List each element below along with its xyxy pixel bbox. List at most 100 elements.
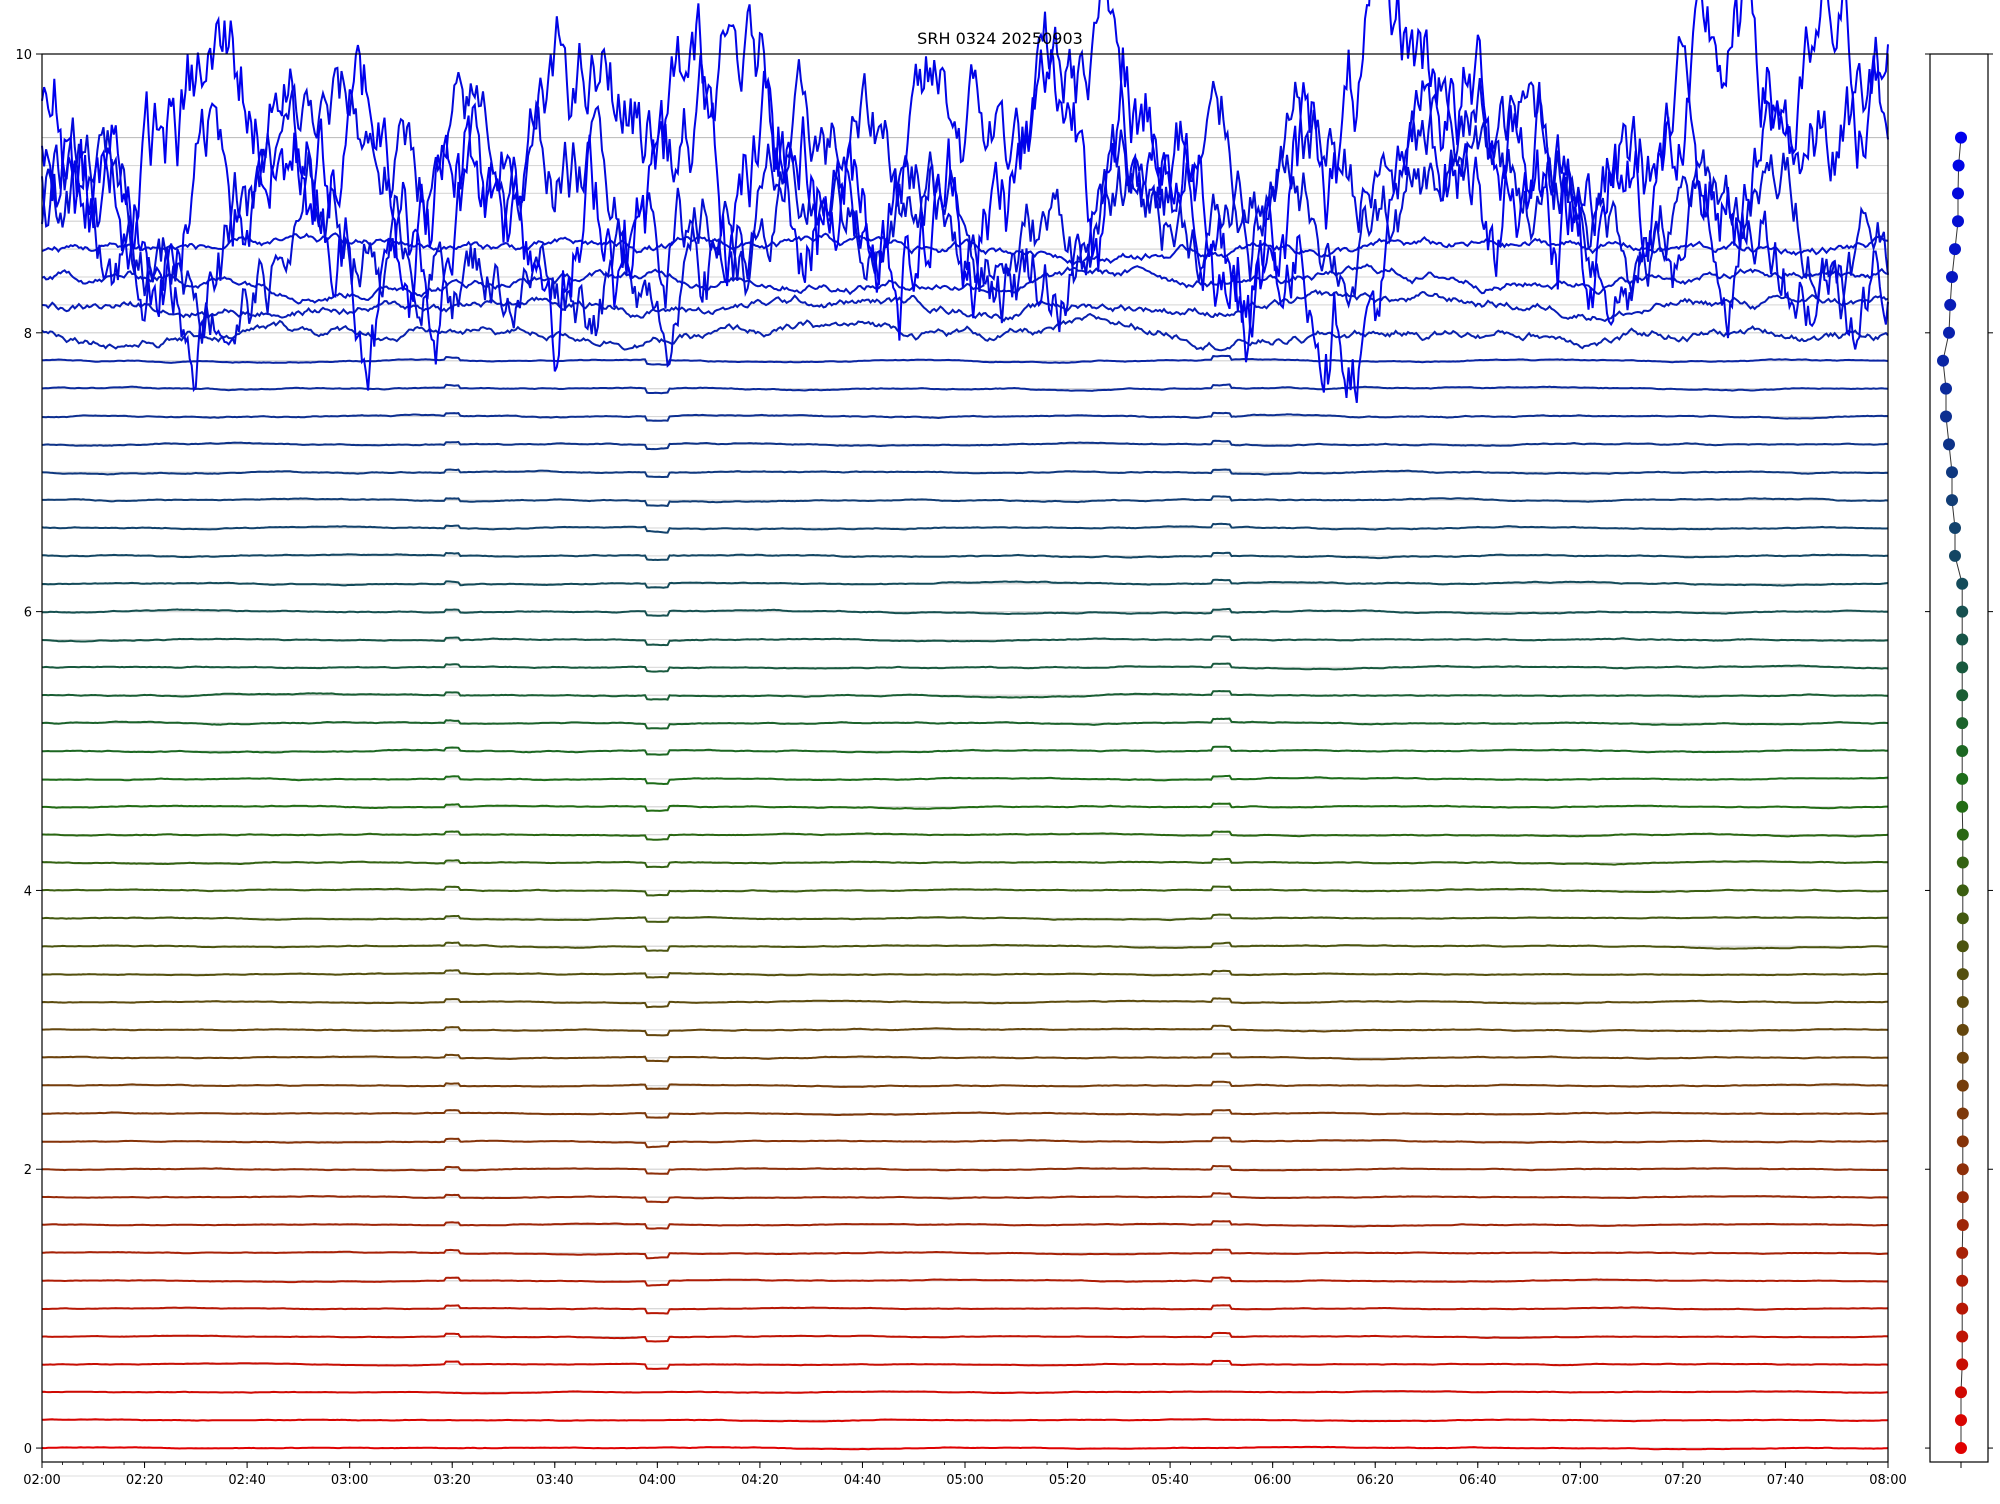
series-line (41, 1080, 1889, 1090)
x-tick-label: 02:40 (228, 1473, 265, 1488)
side-marker (1940, 382, 1952, 395)
side-marker (1956, 940, 1969, 953)
series-line (41, 857, 1889, 869)
series-line (42, 1024, 1889, 1037)
series-line (41, 1359, 1889, 1370)
side-marker (1946, 494, 1958, 507)
series-line (41, 411, 1889, 422)
x-tick-label: 03:00 (331, 1473, 368, 1488)
series-line (41, 0, 1889, 403)
series-line (41, 1390, 1889, 1395)
x-tick-label: 03:40 (536, 1473, 573, 1488)
series-line (42, 1248, 1888, 1260)
side-marker (1956, 1330, 1969, 1343)
side-marker (1956, 1107, 1969, 1120)
x-tick-label: 07:00 (1562, 1473, 1599, 1488)
series-line (41, 969, 1888, 979)
side-marker (1956, 800, 1969, 813)
y-tick-label: 8 (24, 327, 32, 342)
series-line (41, 1418, 1889, 1423)
side-marker (1956, 1246, 1969, 1259)
x-tick-label: 07:40 (1767, 1473, 1804, 1488)
x-tick-label: 04:40 (844, 1473, 881, 1488)
series-line (41, 522, 1889, 534)
series-line (41, 717, 1889, 730)
series-line (41, 1192, 1889, 1204)
side-marker (1956, 633, 1969, 646)
series-line (41, 468, 1889, 478)
series-line (41, 689, 1889, 701)
series-line (41, 1445, 1889, 1451)
series-line (41, 941, 1889, 952)
side-marker (1956, 912, 1969, 925)
x-tick-label: 05:20 (1049, 1473, 1086, 1488)
side-marker (1956, 577, 1969, 590)
side-frame (1929, 53, 1989, 1463)
series-line (41, 289, 1889, 323)
series-line (42, 1304, 1889, 1315)
x-tick-label: 02:00 (23, 1473, 60, 1488)
side-marker (1955, 1386, 1967, 1399)
side-marker (1956, 1358, 1969, 1371)
x-tick-label: 08:00 (1869, 1473, 1906, 1488)
side-plot (1925, 53, 1993, 1468)
series-line (41, 635, 1888, 647)
series-line (41, 802, 1888, 812)
x-tick-label: 05:40 (1151, 1473, 1188, 1488)
series-line (41, 263, 1889, 305)
series-line (41, 312, 1889, 352)
side-marker (1956, 828, 1969, 841)
side-marker (1940, 410, 1952, 423)
x-tick-label: 06:20 (1356, 1473, 1393, 1488)
series-line (42, 774, 1889, 786)
y-tick-label: 10 (15, 48, 32, 63)
side-marker (1956, 1219, 1969, 1232)
series-line (41, 1220, 1889, 1230)
side-marker (1956, 1079, 1969, 1092)
side-marker (1956, 717, 1969, 730)
side-marker (1956, 605, 1969, 618)
main-plot: 02:00 02:20 02:40 03:00 03:20 03:40 04:00 04:20… (15, 0, 1907, 1488)
y-tick-label: 0 (24, 1442, 32, 1457)
side-marker (1946, 466, 1958, 479)
series-line (41, 745, 1889, 756)
series-line (41, 439, 1889, 451)
series-line (41, 0, 1889, 372)
series-line (41, 383, 1889, 395)
side-marker (1956, 661, 1969, 674)
series-line (42, 830, 1889, 841)
side-marker (1956, 772, 1969, 785)
side-marker (1956, 995, 1969, 1008)
side-marker (1944, 298, 1957, 311)
series-line (41, 607, 1889, 617)
side-marker (1952, 215, 1964, 228)
side-marker (1956, 884, 1969, 897)
x-tick-label: 07:20 (1664, 1473, 1701, 1488)
side-marker (1946, 271, 1958, 284)
x-tick-label: 06:00 (1254, 1473, 1291, 1488)
series-line (42, 354, 1889, 366)
side-marker (1949, 521, 1961, 534)
y-tick-label: 6 (24, 606, 32, 621)
side-marker (1952, 187, 1964, 200)
series-line (41, 1276, 1889, 1287)
side-marker (1956, 856, 1969, 869)
series-line (42, 495, 1889, 507)
side-marker (1952, 159, 1965, 172)
x-tick-label: 06:40 (1459, 1473, 1496, 1488)
series-line (41, 1108, 1888, 1119)
series-line (41, 1331, 1889, 1343)
series-line (41, 578, 1889, 589)
side-marker (1956, 968, 1969, 981)
series-line (41, 913, 1889, 923)
series-line (41, 997, 1888, 1009)
side-marker (1955, 1442, 1967, 1455)
x-tick-label: 04:20 (741, 1473, 778, 1488)
side-marker (1956, 689, 1969, 702)
side-marker (1955, 131, 1967, 144)
side-marker (1949, 243, 1961, 256)
y-tick-label: 2 (24, 1163, 32, 1178)
x-tick-label: 05:00 (946, 1473, 983, 1488)
side-marker (1956, 1051, 1969, 1064)
